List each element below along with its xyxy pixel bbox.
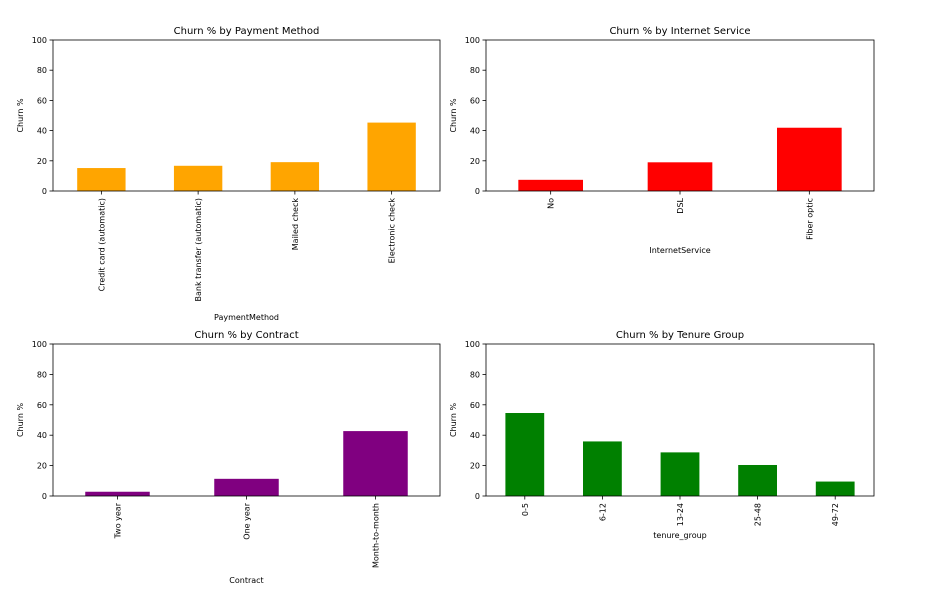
chart-title: Churn % by Internet Service: [609, 26, 750, 37]
bar: [660, 452, 700, 496]
y-tick-label: 100: [465, 36, 480, 45]
y-tick-label: 60: [37, 96, 47, 105]
y-tick-label: 20: [470, 462, 480, 471]
y-axis-label: Churn %: [449, 403, 458, 437]
y-tick-label: 60: [37, 401, 47, 410]
y-tick-label: 20: [37, 157, 47, 166]
x-tick-label: 13-24: [676, 503, 685, 526]
bar: [777, 127, 842, 191]
bar: [214, 478, 279, 496]
y-tick-label: 0: [475, 187, 480, 196]
x-tick-label: Fiber optic: [805, 198, 814, 240]
x-tick-label: Mailed check: [291, 198, 300, 251]
y-tick-label: 60: [470, 401, 480, 410]
bar: [583, 441, 622, 496]
x-tick-label: Bank transfer (automatic): [194, 198, 203, 301]
bar: [518, 179, 583, 191]
bar: [343, 431, 408, 496]
chart-title: Churn % by Contract: [194, 330, 298, 341]
x-tick-label: DSL: [676, 197, 685, 213]
y-tick-label: 40: [37, 127, 47, 136]
x-tick-label: 25-48: [754, 503, 763, 526]
y-tick-label: 100: [32, 36, 47, 45]
bar: [173, 165, 223, 191]
x-tick-label: 6-12: [598, 503, 607, 521]
y-tick-label: 80: [37, 66, 47, 75]
bar: [367, 122, 416, 191]
y-axis-label: Churn %: [16, 98, 25, 132]
bar: [505, 413, 545, 496]
y-tick-label: 40: [470, 127, 480, 136]
x-tick-label: Month-to-month: [372, 503, 381, 568]
chart-title: Churn % by Tenure Group: [616, 330, 744, 341]
x-axis-label: PaymentMethod: [214, 313, 279, 322]
x-tick-label: Electronic check: [388, 198, 397, 264]
bar: [270, 162, 320, 191]
y-tick-label: 40: [37, 431, 47, 440]
x-tick-label: Credit card (automatic): [97, 198, 106, 291]
bar: [815, 481, 855, 496]
x-axis-label: tenure_group: [653, 531, 706, 540]
y-tick-label: 40: [470, 431, 480, 440]
y-tick-label: 100: [32, 340, 47, 349]
y-tick-label: 0: [42, 187, 47, 196]
x-tick-label: Two year: [114, 502, 123, 539]
bar: [647, 162, 713, 191]
y-tick-label: 0: [42, 492, 47, 501]
bar: [77, 168, 126, 191]
bar: [738, 464, 777, 496]
y-tick-label: 80: [470, 370, 480, 379]
x-axis-label: InternetService: [649, 246, 710, 255]
x-tick-label: No: [547, 198, 556, 209]
x-tick-label: 49-72: [831, 503, 840, 526]
y-axis-label: Churn %: [16, 403, 25, 437]
x-tick-label: One year: [243, 502, 252, 539]
plot-frame: [52, 39, 441, 192]
y-tick-label: 80: [470, 66, 480, 75]
chart-title: Churn % by Payment Method: [174, 26, 320, 37]
y-tick-label: 0: [475, 492, 480, 501]
bar: [85, 491, 150, 496]
y-tick-label: 60: [470, 96, 480, 105]
y-tick-label: 20: [37, 462, 47, 471]
y-tick-label: 20: [470, 157, 480, 166]
y-tick-label: 80: [37, 370, 47, 379]
y-tick-label: 100: [465, 340, 480, 349]
x-tick-label: 0-5: [521, 503, 530, 516]
x-axis-label: Contract: [229, 576, 263, 585]
y-axis-label: Churn %: [449, 98, 458, 132]
